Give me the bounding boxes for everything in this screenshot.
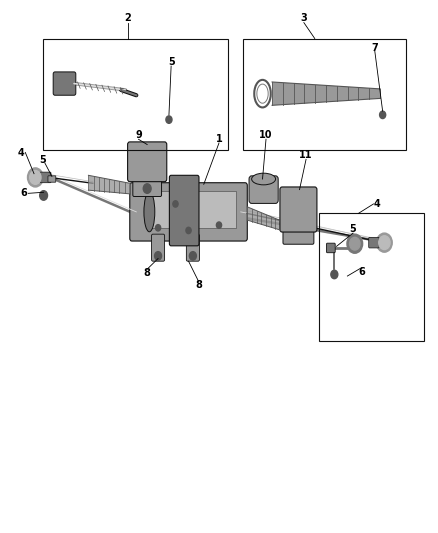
Polygon shape bbox=[272, 82, 380, 106]
Text: 4: 4 bbox=[18, 148, 25, 158]
Ellipse shape bbox=[144, 192, 155, 232]
Polygon shape bbox=[247, 207, 280, 230]
Text: 6: 6 bbox=[21, 188, 28, 198]
Circle shape bbox=[331, 270, 338, 279]
Circle shape bbox=[216, 222, 222, 228]
Text: 5: 5 bbox=[350, 224, 357, 235]
Text: 2: 2 bbox=[124, 13, 131, 23]
FancyBboxPatch shape bbox=[283, 225, 314, 244]
Circle shape bbox=[379, 236, 390, 249]
Text: 11: 11 bbox=[299, 150, 313, 160]
Circle shape bbox=[155, 224, 161, 231]
Text: 8: 8 bbox=[195, 280, 202, 290]
Text: 10: 10 bbox=[259, 130, 273, 140]
Text: 9: 9 bbox=[135, 130, 142, 140]
Text: 5: 5 bbox=[168, 58, 174, 67]
Text: 6: 6 bbox=[358, 267, 365, 277]
Text: 4: 4 bbox=[373, 199, 380, 209]
Bar bbox=[243, 38, 406, 150]
FancyBboxPatch shape bbox=[152, 234, 165, 261]
Text: 8: 8 bbox=[144, 268, 151, 278]
Bar bbox=[319, 214, 424, 341]
Text: 7: 7 bbox=[371, 43, 378, 53]
FancyBboxPatch shape bbox=[326, 243, 335, 253]
Text: 1: 1 bbox=[215, 134, 223, 144]
FancyBboxPatch shape bbox=[170, 175, 199, 246]
FancyBboxPatch shape bbox=[53, 72, 76, 95]
Circle shape bbox=[347, 234, 363, 253]
Circle shape bbox=[166, 116, 172, 123]
Bar bbox=[149, 191, 237, 228]
Ellipse shape bbox=[252, 173, 276, 185]
FancyBboxPatch shape bbox=[249, 176, 278, 204]
Circle shape bbox=[40, 191, 47, 200]
FancyBboxPatch shape bbox=[133, 175, 162, 197]
Circle shape bbox=[28, 168, 43, 187]
Circle shape bbox=[350, 237, 360, 250]
FancyBboxPatch shape bbox=[280, 187, 317, 232]
Circle shape bbox=[186, 227, 191, 233]
Circle shape bbox=[189, 252, 196, 260]
Circle shape bbox=[173, 201, 178, 207]
Text: 3: 3 bbox=[300, 13, 307, 23]
FancyBboxPatch shape bbox=[127, 142, 167, 182]
FancyBboxPatch shape bbox=[48, 176, 56, 182]
Circle shape bbox=[380, 111, 386, 118]
FancyBboxPatch shape bbox=[130, 183, 247, 241]
Circle shape bbox=[30, 171, 41, 184]
Circle shape bbox=[377, 233, 392, 252]
Text: 5: 5 bbox=[39, 156, 46, 165]
Bar bbox=[43, 38, 228, 150]
Circle shape bbox=[155, 252, 162, 260]
FancyBboxPatch shape bbox=[369, 237, 379, 248]
Circle shape bbox=[143, 184, 151, 193]
FancyBboxPatch shape bbox=[40, 172, 51, 183]
Polygon shape bbox=[88, 175, 130, 194]
FancyBboxPatch shape bbox=[186, 234, 199, 261]
